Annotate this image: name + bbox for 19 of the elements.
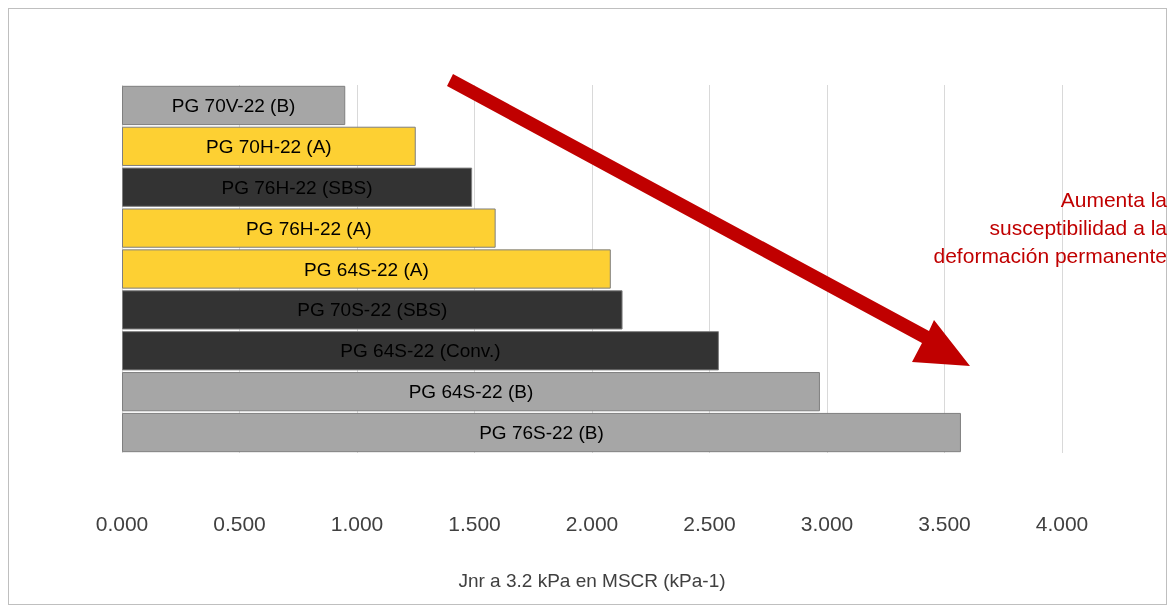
y-tick-label: PG 64S-22 (A) <box>304 258 429 280</box>
bar <box>122 85 346 126</box>
x-tick-label: 3.500 <box>918 512 971 535</box>
annotation: Aumenta la susceptibilidad a la deformación permanente <box>933 187 1167 269</box>
x-tick-label: 2.000 <box>565 512 619 535</box>
x-tick-label: 1.500 <box>448 512 501 535</box>
y-tick-label: PG 76S-22 (B) <box>479 422 604 444</box>
x-tick-label: 0.500 <box>213 512 266 535</box>
y-tick-label: PG 70H-22 (A) <box>206 135 332 157</box>
bar <box>122 412 961 453</box>
x-axis-title: Jnr a 3.2 kPa en MSCR (kPa-1) <box>458 570 726 591</box>
x-tick-label: 3.000 <box>800 512 854 535</box>
x-tick-label: 0.000 <box>95 512 149 535</box>
y-tick-label: PG 70V-22 (B) <box>171 94 296 116</box>
x-tick-label: 2.500 <box>683 512 736 535</box>
y-tick-label: PG 64S-22 (B) <box>408 381 534 403</box>
x-tick-label: 1.000 <box>330 512 384 535</box>
y-tick-label: PG 76H-22 (A) <box>246 217 372 239</box>
x-tick-label: 4.000 <box>1035 512 1089 535</box>
